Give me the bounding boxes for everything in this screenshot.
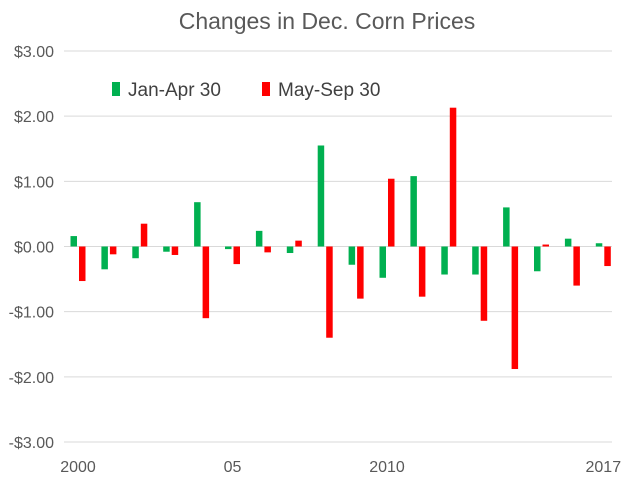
- legend-swatch: [112, 82, 120, 96]
- bar-jan-apr-2001: [101, 246, 108, 270]
- bar-jan-apr-2008: [317, 145, 325, 247]
- bar-jan-apr-2013: [472, 246, 479, 275]
- bar-jan-apr-2003: [163, 246, 170, 252]
- y-tick-label: $2.00: [14, 109, 54, 126]
- bar-jan-apr-2005: [225, 246, 232, 250]
- bar-may-sep-2003: [171, 246, 179, 255]
- bar-jan-apr-2011: [410, 176, 417, 247]
- bar-jan-apr-2014: [503, 207, 510, 247]
- bar-may-sep-2002: [140, 223, 148, 247]
- x-tick-label: 2017: [586, 459, 622, 476]
- chart-title: Changes in Dec. Corn Prices: [179, 8, 476, 34]
- y-tick-label: $3.00: [14, 44, 54, 61]
- bar-may-sep-2008: [326, 246, 333, 338]
- bars: [70, 107, 611, 370]
- bar-jan-apr-2004: [194, 202, 201, 247]
- bar-jan-apr-2010: [379, 246, 386, 278]
- bar-jan-apr-2000: [70, 236, 77, 247]
- bar-jan-apr-2002: [132, 246, 139, 259]
- bar-jan-apr-2009: [348, 246, 356, 265]
- legend: Jan-Apr 30 May-Sep 30: [112, 80, 380, 101]
- bar-may-sep-2015: [542, 244, 549, 247]
- bar-may-sep-2004: [202, 246, 210, 319]
- bar-jan-apr-2016: [564, 238, 572, 247]
- bar-jan-apr-2007: [286, 246, 294, 254]
- bar-may-sep-2009: [357, 246, 364, 299]
- bar-may-sep-2011: [418, 246, 426, 297]
- y-tick-label: -$1.00: [9, 305, 54, 322]
- legend-label: May-Sep 30: [278, 80, 380, 101]
- x-tick-label: 2000: [60, 459, 96, 476]
- legend-swatch: [262, 82, 270, 96]
- bar-may-sep-2016: [573, 246, 580, 286]
- bar-jan-apr-2006: [255, 230, 263, 247]
- y-axis-tick-labels: $3.00 $2.00 $1.00 $0.00 -$1.00 -$2.00 -$3.00: [9, 44, 54, 452]
- bar-may-sep-2012: [449, 107, 457, 247]
- bar-may-sep-2001: [109, 246, 117, 255]
- gridlines: [64, 50, 612, 443]
- legend-label: Jan-Apr 30: [128, 80, 221, 101]
- y-tick-label: -$3.00: [9, 435, 54, 452]
- y-tick-label: -$2.00: [9, 370, 54, 387]
- x-tick-label: 05: [224, 459, 242, 476]
- y-tick-label: $0.00: [14, 240, 54, 257]
- bar-jan-apr-2012: [441, 246, 448, 275]
- y-tick-label: $1.00: [14, 174, 54, 191]
- bar-may-sep-2007: [295, 240, 302, 247]
- bar-jan-apr-2015: [534, 246, 541, 272]
- bar-may-sep-2006: [264, 246, 271, 253]
- bar-may-sep-2005: [233, 246, 240, 265]
- x-axis-tick-labels: 2000 05 2010 2017: [60, 459, 621, 476]
- bar-may-sep-2010: [388, 178, 395, 247]
- bar-jan-apr-2017: [595, 243, 603, 247]
- bar-may-sep-2000: [79, 246, 86, 282]
- x-tick-label: 2010: [369, 459, 405, 476]
- bar-may-sep-2013: [480, 246, 488, 321]
- bar-may-sep-2017: [604, 246, 611, 267]
- bar-may-sep-2014: [511, 246, 519, 370]
